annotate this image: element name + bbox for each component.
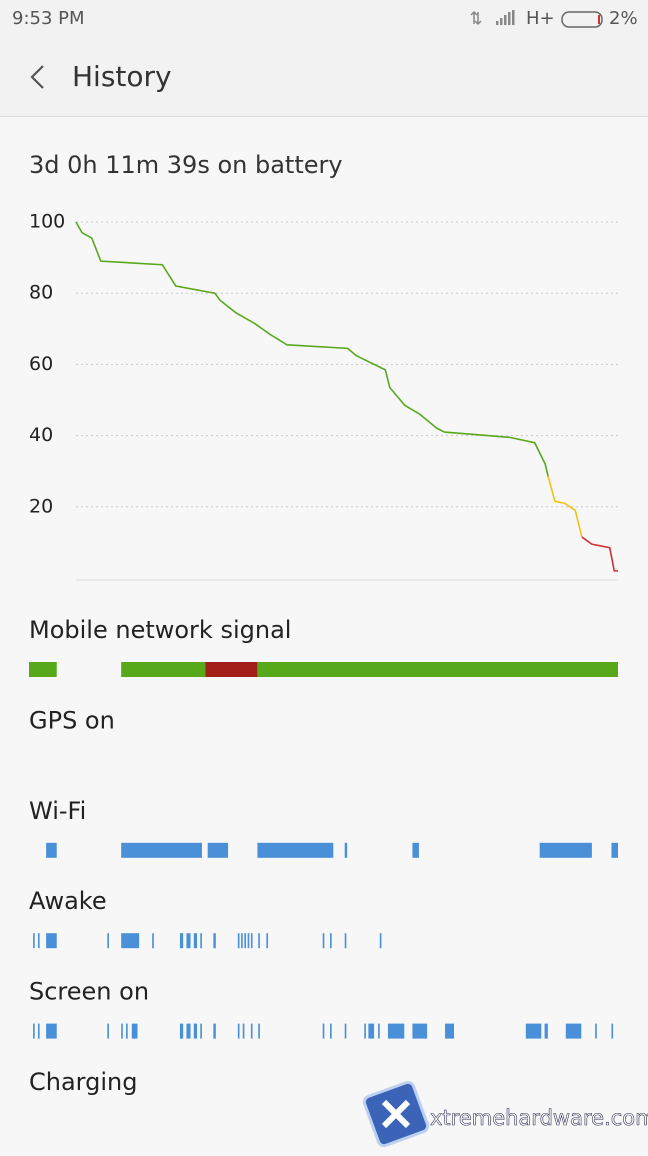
track-label: Awake xyxy=(29,887,107,915)
track-interval xyxy=(213,1023,216,1039)
track-interval xyxy=(237,933,240,949)
track-interval xyxy=(131,1023,138,1039)
track-interval xyxy=(322,933,325,949)
y-tick-label: 40 xyxy=(29,424,53,446)
track-interval xyxy=(412,842,419,858)
track-interval xyxy=(258,933,260,949)
battery-line xyxy=(75,221,549,477)
y-tick-label: 20 xyxy=(29,495,53,517)
track-interval xyxy=(207,842,229,858)
track-interval xyxy=(611,842,618,858)
track-interval xyxy=(247,933,250,949)
track-interval xyxy=(33,1023,35,1039)
track-interval xyxy=(378,1023,380,1039)
track-interval xyxy=(258,1023,260,1039)
track-interval xyxy=(126,1023,128,1039)
track-label: Screen on xyxy=(29,978,149,1006)
track-interval xyxy=(193,1023,198,1039)
battery-level xyxy=(598,15,600,24)
status-battery: 2% xyxy=(609,8,638,29)
battery-line xyxy=(581,536,618,572)
track-label: GPS on xyxy=(29,706,115,734)
header-bg xyxy=(0,0,648,116)
track-interval xyxy=(544,1023,548,1039)
track-interval xyxy=(344,1023,347,1039)
track-interval xyxy=(33,933,35,949)
track-interval xyxy=(611,1023,614,1039)
y-tick-label: 100 xyxy=(29,211,65,233)
track-interval xyxy=(121,662,206,677)
y-tick-label: 60 xyxy=(29,353,53,375)
track-interval xyxy=(200,933,202,949)
track-interval xyxy=(344,933,347,949)
track-interval xyxy=(241,933,243,949)
track-interval xyxy=(445,1023,455,1039)
track-interval xyxy=(244,933,246,949)
track-interval xyxy=(186,1023,191,1039)
track-interval xyxy=(242,1023,245,1039)
track-interval xyxy=(257,662,618,677)
track-interval xyxy=(344,842,348,858)
track-interval xyxy=(37,933,40,949)
track-interval xyxy=(250,933,253,949)
track-interval xyxy=(37,1023,40,1039)
track-interval xyxy=(266,933,269,949)
track-interval xyxy=(250,1023,253,1039)
track-interval xyxy=(107,933,109,949)
track-interval xyxy=(121,1023,123,1039)
track-interval xyxy=(46,842,57,858)
page-title: History xyxy=(72,60,172,93)
track-interval xyxy=(107,1023,109,1039)
track-interval xyxy=(46,1023,57,1039)
track-label: Mobile network signal xyxy=(29,616,291,644)
track-label: Charging xyxy=(29,1068,137,1096)
track-interval xyxy=(565,1023,582,1039)
track-interval xyxy=(213,933,216,949)
watermark-text: xtremehardware.com xyxy=(430,1106,648,1130)
track-interval xyxy=(237,1023,240,1039)
track-interval xyxy=(330,1023,332,1039)
track-interval xyxy=(121,933,140,949)
track-interval xyxy=(412,1023,428,1039)
track-interval xyxy=(368,1023,375,1039)
track-interval xyxy=(205,662,258,677)
status-network: H+ xyxy=(526,8,555,29)
track-interval xyxy=(186,933,191,949)
battery-icon xyxy=(561,11,603,28)
track-interval xyxy=(46,933,57,949)
track-interval xyxy=(29,662,57,677)
track-interval xyxy=(179,933,184,949)
track-interval xyxy=(525,1023,542,1039)
watermark: xtremehardware.com xyxy=(362,1080,648,1148)
track-label: Wi-Fi xyxy=(29,797,86,825)
battery-line xyxy=(547,476,583,538)
track-interval xyxy=(379,933,382,949)
track-interval xyxy=(387,1023,405,1039)
track-interval xyxy=(257,842,334,858)
track-interval xyxy=(595,1023,597,1039)
y-tick-label: 80 xyxy=(29,282,53,304)
track-interval xyxy=(152,933,154,949)
status-icons xyxy=(470,10,515,26)
track-interval xyxy=(330,933,332,949)
battery-summary: 3d 0h 11m 39s on battery xyxy=(29,151,343,179)
status-time: 9:53 PM xyxy=(12,8,85,29)
track-interval xyxy=(364,1023,366,1039)
track-interval xyxy=(200,1023,202,1039)
track-interval xyxy=(539,842,592,858)
track-interval xyxy=(322,1023,325,1039)
track-interval xyxy=(179,1023,184,1039)
track-interval xyxy=(193,933,198,949)
back-button[interactable] xyxy=(30,65,44,89)
track-interval xyxy=(121,842,202,858)
